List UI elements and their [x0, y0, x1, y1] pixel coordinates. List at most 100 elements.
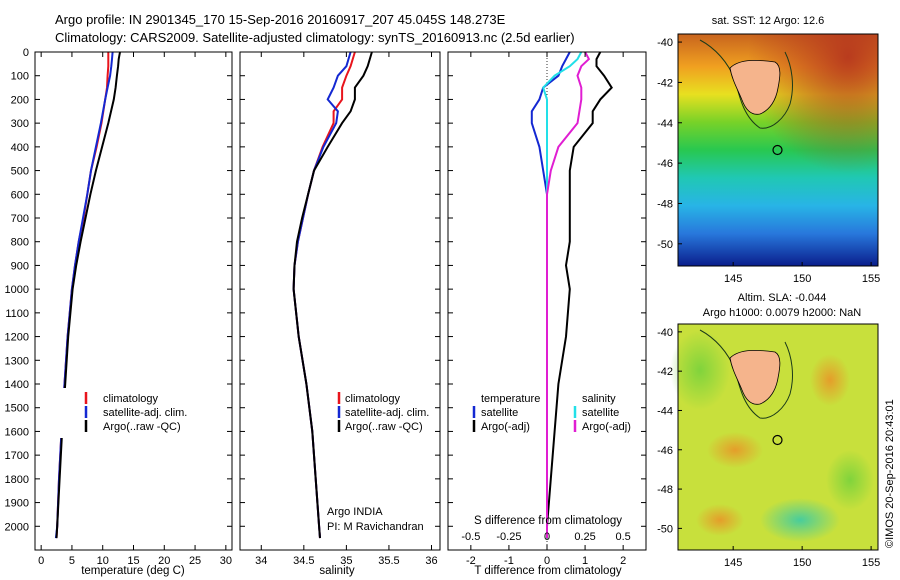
depth-tick-label: 1900 — [5, 498, 29, 510]
depth-tick-label: 1000 — [5, 284, 29, 296]
temperature-legend-clim: climatology — [103, 393, 159, 405]
sst-argo-position-marker — [772, 144, 783, 156]
temperature-panel: 0 5 10 15 20 25 300100200300400500600700800900… — [5, 47, 233, 567]
difference-legend-sargo: Argo(-adj) — [582, 421, 631, 433]
sst-bathymetry-contour — [699, 39, 793, 129]
sla-anomaly-2 — [810, 354, 850, 406]
header-line1: Argo profile: IN 2901345_170 15-Sep-2016… — [55, 12, 506, 27]
salinity-diff-tick-labels: -0.5 -0.25 0 0.25 0.5 — [461, 531, 630, 543]
depth-tick-label: 2000 — [5, 521, 29, 533]
difference-legend-ssat: satellite — [582, 407, 619, 419]
temperature-legend-sat: satellite-adj. clim. — [103, 407, 187, 419]
salinity-xlabel: salinity — [319, 565, 354, 577]
sst-map-title: sat. SST: 12 Argo: 12.6 — [712, 15, 825, 27]
sst-ytick-label: -50 — [657, 239, 673, 251]
difference-legend-targo: Argo(-adj) — [481, 421, 530, 433]
salinity-legend-sat: satellite-adj. clim. — [345, 407, 429, 419]
depth-tick-label: 1300 — [5, 355, 29, 367]
sst-map — [677, 33, 879, 267]
differences-xtick-label: -1 — [504, 555, 514, 567]
difference-legend-title-temp: temperature — [481, 393, 540, 405]
sla-ytick-label: -48 — [657, 484, 673, 496]
salinity-xtick-label: 34.5 — [293, 555, 314, 567]
temperature-frame — [34, 51, 233, 551]
difference-legend-tsat: satellite — [481, 407, 518, 419]
depth-tick-label: 1600 — [5, 426, 29, 438]
depth-tick-label: 1200 — [5, 332, 29, 344]
salinity-annotation-line1: Argo INDIA — [327, 506, 383, 518]
differences-series-3 — [546, 51, 591, 539]
sla-map-title-line1: Altim. SLA: -0.044 — [738, 292, 827, 304]
depth-tick-label: 1500 — [5, 403, 29, 415]
depth-tick-label: 1400 — [5, 379, 29, 391]
depth-tick-label: 0 — [23, 47, 29, 59]
salinity-legend-clim: climatology — [345, 393, 401, 405]
difference-xlabel: T difference from climatology — [474, 565, 621, 577]
sst-xtick-label: 155 — [862, 273, 880, 285]
sst-ytick-label: -42 — [657, 77, 673, 89]
sst-xtick-label: 145 — [724, 273, 742, 285]
salinity-diff-tick: 0 — [544, 531, 550, 543]
temperature-legend: climatology satellite-adj. clim. Argo(..… — [52, 388, 187, 438]
difference-legend-title-sal: salinity — [582, 393, 616, 405]
tasmania-landmass — [729, 59, 781, 115]
salinity-legend: climatology satellite-adj. clim. Argo(..… — [337, 392, 429, 433]
differences-xtick-label: 1 — [582, 555, 588, 567]
difference-panel: -2 -1 0 1 2 — [447, 51, 647, 567]
sst-ytick-label: -44 — [657, 118, 673, 130]
salinity-xtick-label: 35 — [340, 555, 352, 567]
temperature-series-2 — [55, 51, 121, 539]
difference-xlabel-top: S difference from climatology — [474, 515, 622, 527]
temperature-legend-argo: Argo(..raw -QC) — [103, 421, 181, 433]
difference-legend: temperature satellite Argo(-adj) salinit… — [472, 393, 631, 433]
salinity-xtick-label: 34 — [255, 555, 267, 567]
salinity-diff-tick: -0.25 — [496, 531, 521, 543]
salinity-xtick-label: 36 — [425, 555, 437, 567]
depth-tick-label: 300 — [11, 118, 29, 130]
temperature-xlabel: temperature (deg C) — [81, 565, 185, 577]
sla-map-ticks: 145 150 155 -40 -42 -44 -46 -48 -50 — [657, 327, 880, 569]
depth-tick-label: 700 — [11, 213, 29, 225]
salinity-annotation-line2: PI: M Ravichandran — [327, 521, 424, 533]
sst-ytick-label: -40 — [657, 37, 673, 49]
temperature-xtick-label: 25 — [189, 555, 201, 567]
sst-xtick-label: 150 — [793, 273, 811, 285]
sla-ytick-label: -42 — [657, 366, 673, 378]
salinity-series-0 — [292, 51, 356, 539]
temperature-xtick-label: 20 — [158, 555, 170, 567]
differences-xtick-label: 2 — [620, 555, 626, 567]
depth-tick-label: 900 — [11, 260, 29, 272]
sla-xtick-label: 150 — [793, 557, 811, 569]
salinity-diff-tick: 0.25 — [574, 531, 595, 543]
temperature-xtick-label: 15 — [127, 555, 139, 567]
sla-map — [670, 323, 879, 551]
salinity-diff-tick: -0.5 — [461, 531, 480, 543]
salinity-legend-argo: Argo(..raw -QC) — [345, 421, 423, 433]
footer-stamp: ©IMOS 20-Sep-2016 20:43:01 — [884, 399, 896, 548]
sla-ytick-label: -44 — [657, 405, 673, 417]
sla-ytick-label: -50 — [657, 523, 673, 535]
sla-anomaly-4 — [670, 330, 730, 410]
differences-series-1 — [546, 51, 613, 539]
temperature-xtick-label: 0 — [38, 555, 44, 567]
temperature-xtick-label: 30 — [220, 555, 232, 567]
sst-map-ticks: 145 150 155 -40 -42 -44 -46 -48 -50 — [657, 37, 880, 285]
sla-ytick-label: -40 — [657, 327, 673, 339]
sla-map-frame — [677, 323, 879, 551]
sla-argo-position-marker — [772, 434, 783, 446]
salinity-panel: 34 34.5 35 35.5 36 — [239, 51, 441, 567]
depth-tick-label: 1800 — [5, 474, 29, 486]
depth-tick-label: 200 — [11, 94, 29, 106]
depth-tick-label: 400 — [11, 142, 29, 154]
depth-tick-label: 100 — [11, 71, 29, 83]
sla-xtick-label: 145 — [724, 557, 742, 569]
differences-series-0 — [530, 51, 571, 539]
salinity-diff-tick: 0.5 — [616, 531, 631, 543]
sla-map-title-line2: Argo h1000: 0.0079 h2000: NaN — [703, 307, 861, 319]
temperature-xtick-label: 10 — [97, 555, 109, 567]
temperature-series-1 — [54, 51, 114, 539]
depth-tick-label: 1100 — [5, 308, 29, 320]
salinity-xtick-label: 35.5 — [378, 555, 399, 567]
depth-tick-label: 1700 — [5, 450, 29, 462]
